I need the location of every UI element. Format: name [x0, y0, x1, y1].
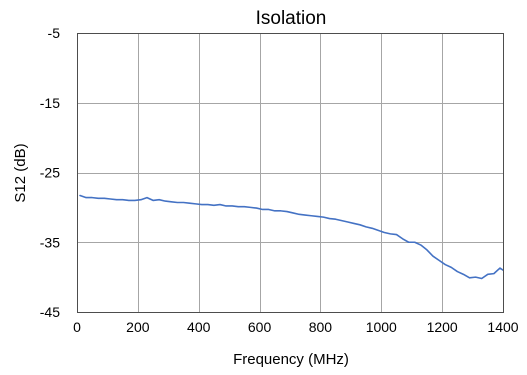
y-tick-labels: -5 -15 -25 -35 -45 — [40, 25, 60, 320]
x-tick-labels: 0 200 400 600 800 1000 1200 1400 — [73, 319, 519, 335]
series-layer — [79, 194, 504, 280]
x-tick-label: 1000 — [366, 319, 397, 335]
x-tick-label: 400 — [187, 319, 211, 335]
x-tick-label: 600 — [248, 319, 272, 335]
x-tick-label: 1400 — [487, 319, 518, 335]
x-tick-label: 200 — [126, 319, 150, 335]
y-tick-label: -25 — [40, 165, 60, 181]
series-line-s12 — [79, 194, 504, 280]
y-tick-label: -5 — [48, 25, 61, 41]
y-tick-label: -35 — [40, 234, 60, 250]
x-tick-label: 1200 — [427, 319, 458, 335]
grid-layer — [77, 33, 504, 313]
x-tick-label: 800 — [309, 319, 333, 335]
y-tick-label: -45 — [40, 304, 60, 320]
y-tick-label: -15 — [40, 95, 60, 111]
x-axis-label: Frequency (MHz) — [233, 351, 349, 368]
plot-area-border — [77, 33, 504, 313]
y-axis-label: S12 (dB) — [12, 143, 29, 202]
chart-title: Isolation — [256, 8, 327, 29]
x-tick-label: 0 — [73, 319, 81, 335]
